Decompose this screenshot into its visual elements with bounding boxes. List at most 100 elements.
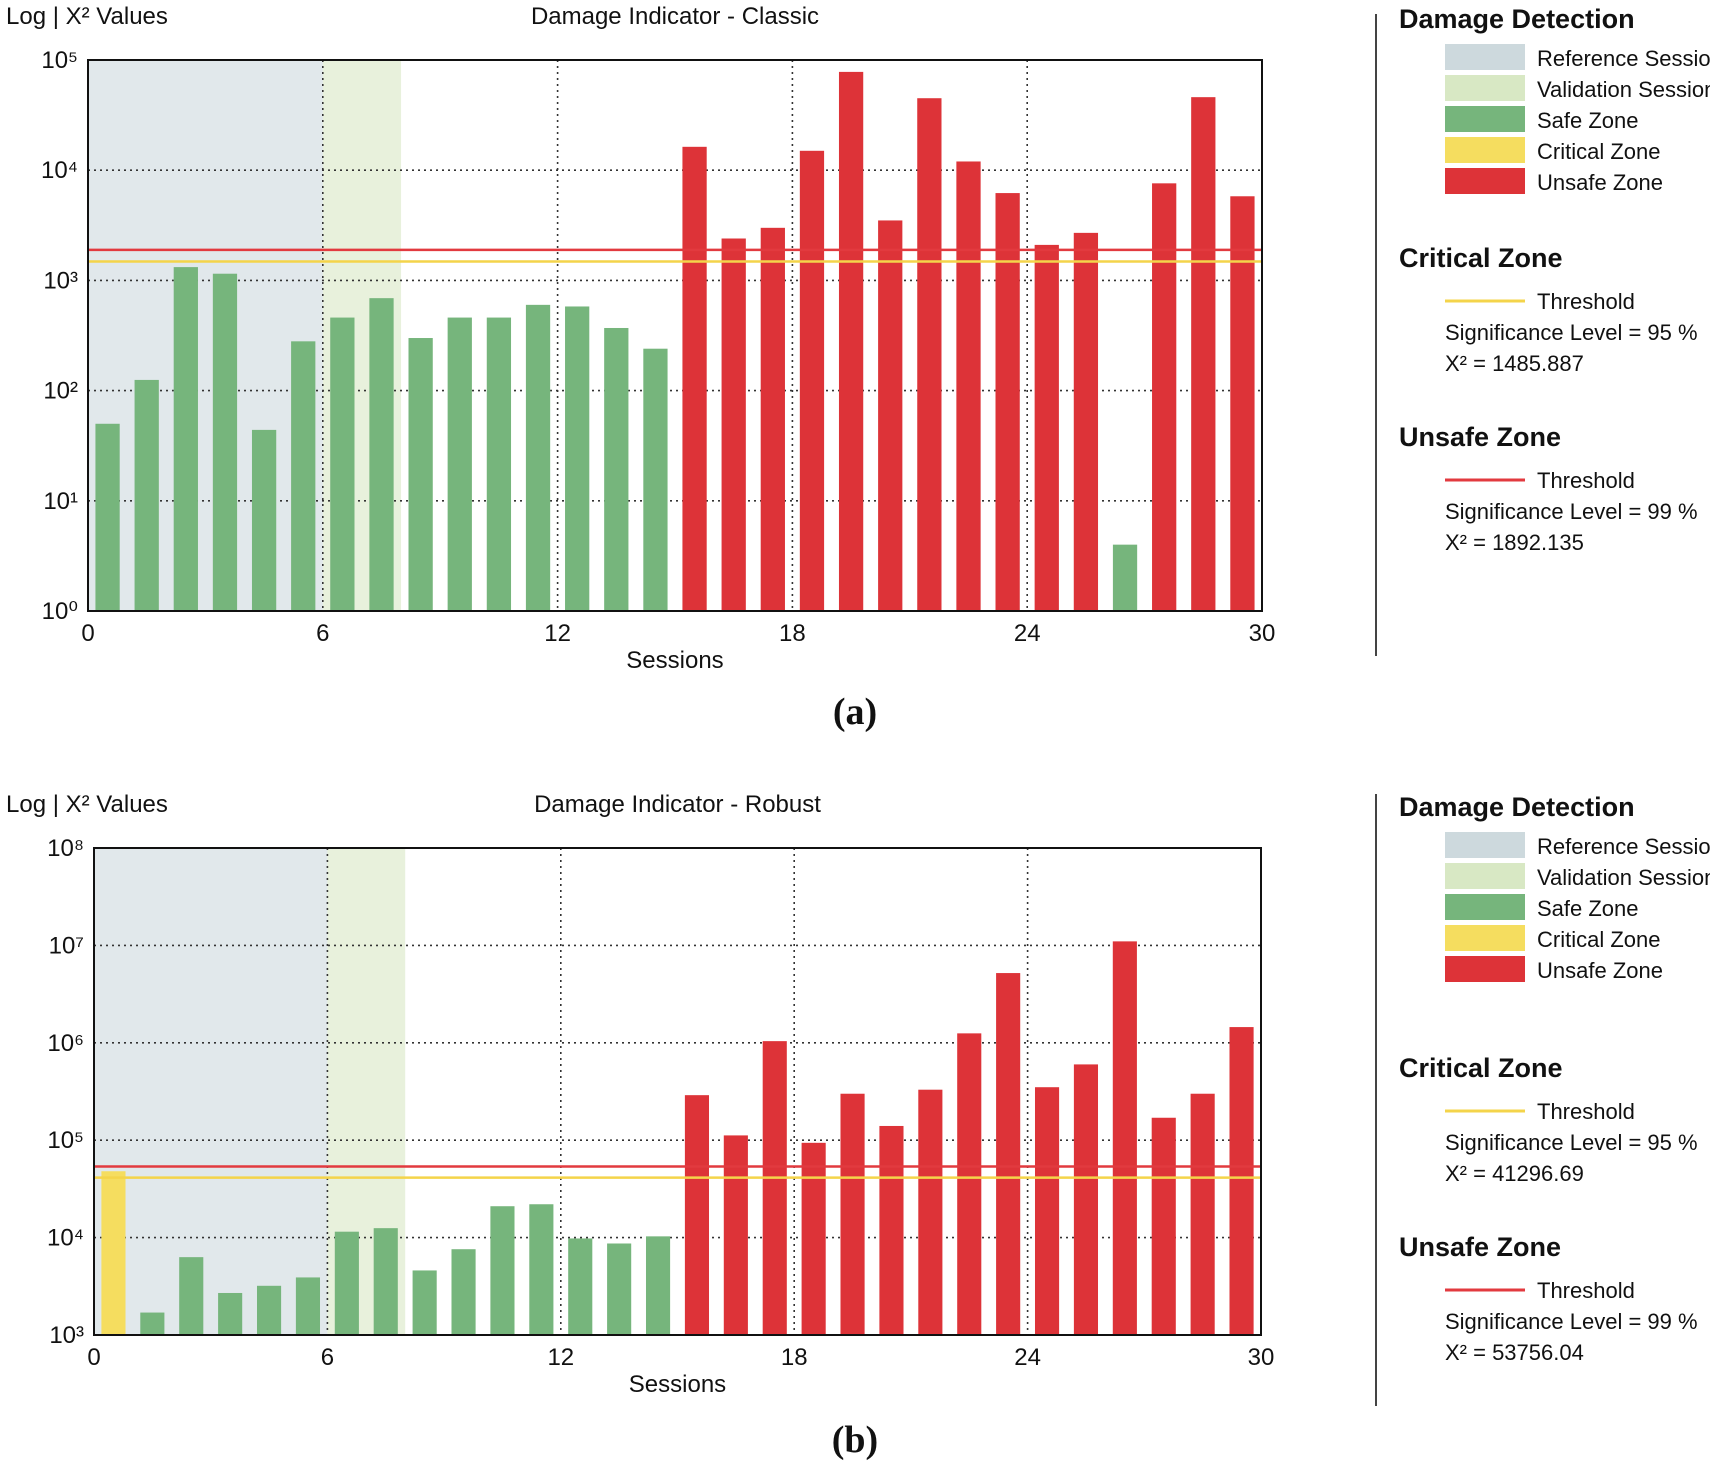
legend-swatch <box>1445 832 1525 858</box>
bar-session-16 <box>682 146 707 611</box>
critical-zone-title: Critical Zone <box>1399 243 1563 273</box>
bar-session-10 <box>451 1249 476 1335</box>
legend-swatch <box>1445 168 1525 194</box>
bar-session-18 <box>762 1041 787 1335</box>
legend-swatch <box>1445 106 1525 132</box>
y-axis-label: Log | X² Values <box>6 3 168 30</box>
y-tick-label: 10⁴ <box>41 157 78 184</box>
bar-session-6 <box>291 341 316 611</box>
legend-title: Damage Detection <box>1399 792 1635 822</box>
y-axis-label: Log | X² Values <box>6 791 168 818</box>
unsafe-zone-title: Unsafe Zone <box>1399 1232 1561 1262</box>
legend-item-label: Reference Sessions <box>1537 834 1710 859</box>
bar-session-18 <box>760 227 785 612</box>
y-tick-label: 10⁵ <box>41 47 78 74</box>
legend-swatch <box>1445 44 1525 70</box>
y-tick-label: 10¹ <box>43 488 78 515</box>
y-tick-label: 10² <box>43 378 78 405</box>
bar-session-29 <box>1190 1093 1215 1335</box>
bar-session-26 <box>1073 1064 1099 1335</box>
bar-session-6 <box>295 1277 321 1335</box>
legend-item-label: Validation Sessions <box>1537 865 1710 890</box>
x-tick-label: 30 <box>1249 620 1276 647</box>
critical-zone-threshold-label: Threshold <box>1537 289 1635 314</box>
bar-session-25 <box>1034 1087 1060 1335</box>
legend-swatch <box>1445 956 1525 982</box>
unsafe-zone-chi2: X² = 1892.135 <box>1445 530 1584 555</box>
legend-item-label: Safe Zone <box>1537 896 1639 921</box>
bar-session-20 <box>838 71 864 611</box>
bar-session-22 <box>917 98 942 611</box>
unsafe-zone-threshold-label: Threshold <box>1537 468 1635 493</box>
legend-swatch <box>1445 137 1525 163</box>
bar-session-2 <box>140 1312 165 1335</box>
plot-frame <box>93 847 1262 1336</box>
critical-zone-chi2: X² = 1485.887 <box>1445 351 1584 376</box>
bar-session-5 <box>256 1285 282 1335</box>
critical-zone-significance: Significance Level = 95 % <box>1445 320 1698 345</box>
bar-session-7 <box>330 317 355 611</box>
bar-session-2 <box>134 379 159 611</box>
bar-session-19 <box>801 1142 826 1335</box>
bar-session-24 <box>996 973 1021 1335</box>
reference-sessions-region <box>94 848 328 1335</box>
legend-swatch <box>1445 75 1525 101</box>
bar-session-17 <box>723 1135 748 1335</box>
y-tick-label: 10⁰ <box>42 598 78 625</box>
x-tick-label: 0 <box>81 620 94 647</box>
bar-session-20 <box>840 1093 865 1335</box>
x-tick-label: 6 <box>321 1344 334 1371</box>
bar-session-9 <box>408 338 433 611</box>
y-tick-label: 10⁷ <box>49 932 84 959</box>
bar-session-4 <box>218 1292 243 1335</box>
legend-swatch <box>1445 894 1525 920</box>
bar-session-27 <box>1112 544 1138 611</box>
bar-session-28 <box>1151 1117 1176 1335</box>
legend-item-label: Safe Zone <box>1537 108 1639 133</box>
bar-session-5 <box>251 429 277 611</box>
x-axis-label: Sessions <box>629 1371 726 1398</box>
legend-item-label: Critical Zone <box>1537 139 1660 164</box>
y-tick-label: 10³ <box>49 1322 84 1349</box>
y-tick-label: 10³ <box>43 267 78 294</box>
chart-robust: 10³ 10⁴ 10⁵ 10⁶ 10⁷ 10⁸ 0 6 12 18 24 30 Log | X² Val… <box>6 791 1710 1406</box>
bar-session-11 <box>486 317 512 611</box>
x-tick-label: 24 <box>1014 620 1041 647</box>
bar-session-11 <box>490 1206 515 1335</box>
bar-session-14 <box>604 327 629 611</box>
bar-session-9 <box>412 1270 437 1335</box>
legend-item-label: Reference Sessions <box>1537 46 1710 71</box>
bar-session-12 <box>529 1204 554 1335</box>
bar-session-3 <box>179 1257 204 1335</box>
bar-session-12 <box>525 304 551 611</box>
bar-session-24 <box>995 193 1020 611</box>
unsafe-zone-chi2: X² = 53756.04 <box>1445 1340 1584 1365</box>
unsafe-zone-threshold-label: Threshold <box>1537 1278 1635 1303</box>
bar-session-14 <box>607 1243 632 1335</box>
bar-session-8 <box>369 298 394 611</box>
legend-swatch <box>1445 863 1525 889</box>
bar-session-10 <box>447 317 472 611</box>
legend-item-label: Validation Sessions <box>1537 77 1710 102</box>
critical-zone-threshold-label: Threshold <box>1537 1099 1635 1124</box>
bar-session-30 <box>1230 196 1255 611</box>
legend-item-label: Unsafe Zone <box>1537 958 1663 983</box>
plot-frame <box>87 59 1263 612</box>
bar-session-4 <box>212 273 238 611</box>
bar-session-29 <box>1191 97 1216 612</box>
x-tick-label: 18 <box>779 620 806 647</box>
bar-session-22 <box>918 1089 943 1335</box>
bar-session-21 <box>879 1125 904 1335</box>
unsafe-zone-title: Unsafe Zone <box>1399 422 1561 452</box>
bar-session-25 <box>1034 244 1059 612</box>
bar-session-15 <box>643 348 668 611</box>
legend-swatch <box>1445 925 1525 951</box>
bar-session-27 <box>1112 941 1137 1335</box>
chart-title: Damage Indicator - Classic <box>531 3 819 30</box>
bar-session-15 <box>645 1236 671 1335</box>
y-tick-label: 10⁴ <box>47 1225 84 1252</box>
y-tick-label: 10⁸ <box>47 835 84 862</box>
panel-label-a: (a) <box>832 691 878 733</box>
x-tick-label: 18 <box>781 1344 808 1371</box>
legend-title: Damage Detection <box>1399 4 1635 34</box>
